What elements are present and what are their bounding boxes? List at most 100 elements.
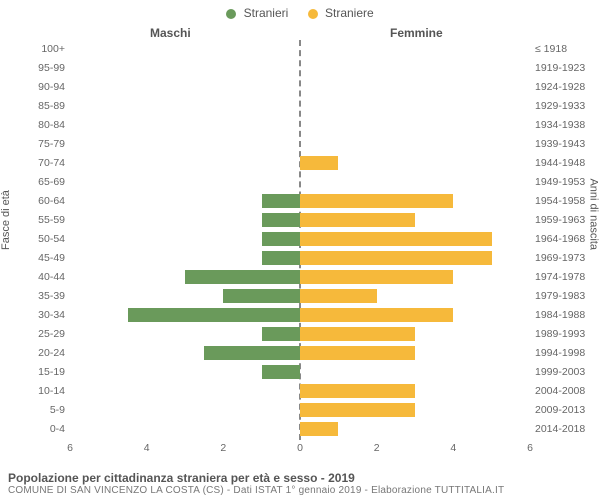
age-label: 40-44: [10, 271, 65, 283]
age-row: 65-691949-1953: [70, 173, 530, 192]
age-row: 85-891929-1933: [70, 97, 530, 116]
bar-male: [223, 289, 300, 303]
x-axis-tick: 0: [297, 440, 303, 454]
chart-footer: Popolazione per cittadinanza straniera p…: [8, 471, 592, 496]
bar-male: [262, 194, 300, 208]
age-row: 20-241994-1998: [70, 344, 530, 363]
birth-year-label: 1979-1983: [535, 290, 595, 302]
age-row: 15-191999-2003: [70, 363, 530, 382]
birth-year-label: ≤ 1918: [535, 43, 595, 55]
age-label: 80-84: [10, 119, 65, 131]
age-label: 90-94: [10, 81, 65, 93]
birth-year-label: 1959-1963: [535, 214, 595, 226]
legend-label-female: Straniere: [325, 6, 374, 20]
age-row: 90-941924-1928: [70, 78, 530, 97]
legend-item-female: Straniere: [308, 6, 374, 20]
bar-female: [300, 251, 492, 265]
bar-male: [262, 213, 300, 227]
birth-year-label: 1924-1928: [535, 81, 595, 93]
age-label: 0-4: [10, 423, 65, 435]
age-row: 80-841934-1938: [70, 116, 530, 135]
birth-year-label: 1939-1943: [535, 138, 595, 150]
population-pyramid-chart: Stranieri Straniere Maschi Femmine Fasce…: [0, 0, 600, 500]
age-label: 100+: [10, 43, 65, 55]
bar-female: [300, 384, 415, 398]
birth-year-label: 1994-1998: [535, 347, 595, 359]
age-label: 20-24: [10, 347, 65, 359]
plot-area: 100+≤ 191895-991919-192390-941924-192885…: [70, 40, 530, 440]
footer-title: Popolazione per cittadinanza straniera p…: [8, 471, 592, 485]
birth-year-label: 1919-1923: [535, 62, 595, 74]
birth-year-label: 1929-1933: [535, 100, 595, 112]
age-row: 100+≤ 1918: [70, 40, 530, 59]
age-row: 0-42014-2018: [70, 420, 530, 439]
age-row: 55-591959-1963: [70, 211, 530, 230]
bar-male: [185, 270, 300, 284]
x-axis-tick: 4: [450, 440, 456, 454]
footer-subtitle: COMUNE DI SAN VINCENZO LA COSTA (CS) - D…: [8, 485, 592, 496]
age-label: 70-74: [10, 157, 65, 169]
bar-female: [300, 213, 415, 227]
bar-female: [300, 194, 453, 208]
age-row: 75-791939-1943: [70, 135, 530, 154]
age-label: 95-99: [10, 62, 65, 74]
column-title-male: Maschi: [150, 26, 191, 40]
bar-female: [300, 327, 415, 341]
bar-female: [300, 270, 453, 284]
age-row: 45-491969-1973: [70, 249, 530, 268]
age-label: 35-39: [10, 290, 65, 302]
x-axis-tick: 6: [67, 440, 73, 454]
bar-male: [262, 327, 300, 341]
age-label: 75-79: [10, 138, 65, 150]
bar-male: [262, 251, 300, 265]
age-row: 70-741944-1948: [70, 154, 530, 173]
age-label: 30-34: [10, 309, 65, 321]
legend: Stranieri Straniere: [0, 6, 600, 20]
age-row: 60-641954-1958: [70, 192, 530, 211]
age-label: 25-29: [10, 328, 65, 340]
birth-year-label: 1954-1958: [535, 195, 595, 207]
bar-male: [128, 308, 301, 322]
age-row: 50-541964-1968: [70, 230, 530, 249]
age-row: 30-341984-1988: [70, 306, 530, 325]
bar-female: [300, 308, 453, 322]
birth-year-label: 1999-2003: [535, 366, 595, 378]
x-axis-tick: 2: [220, 440, 226, 454]
age-label: 5-9: [10, 404, 65, 416]
bar-female: [300, 403, 415, 417]
x-axis-tick: 2: [374, 440, 380, 454]
bar-male: [262, 232, 300, 246]
age-label: 60-64: [10, 195, 65, 207]
bar-female: [300, 289, 377, 303]
birth-year-label: 1934-1938: [535, 119, 595, 131]
bar-female: [300, 156, 338, 170]
x-axis-tick: 4: [144, 440, 150, 454]
birth-year-label: 1969-1973: [535, 252, 595, 264]
birth-year-label: 1974-1978: [535, 271, 595, 283]
legend-item-male: Stranieri: [226, 6, 288, 20]
bar-female: [300, 422, 338, 436]
birth-year-label: 1944-1948: [535, 157, 595, 169]
legend-swatch-male: [226, 9, 236, 19]
bar-male: [204, 346, 300, 360]
birth-year-label: 1964-1968: [535, 233, 595, 245]
age-row: 5-92009-2013: [70, 401, 530, 420]
age-label: 50-54: [10, 233, 65, 245]
age-label: 85-89: [10, 100, 65, 112]
birth-year-label: 1984-1988: [535, 309, 595, 321]
birth-year-label: 2004-2008: [535, 385, 595, 397]
x-axis-tick: 6: [527, 440, 533, 454]
age-row: 25-291989-1993: [70, 325, 530, 344]
bar-male: [262, 365, 300, 379]
age-label: 55-59: [10, 214, 65, 226]
birth-year-label: 2009-2013: [535, 404, 595, 416]
age-row: 10-142004-2008: [70, 382, 530, 401]
bar-female: [300, 232, 492, 246]
age-label: 10-14: [10, 385, 65, 397]
bar-female: [300, 346, 415, 360]
age-row: 35-391979-1983: [70, 287, 530, 306]
birth-year-label: 1989-1993: [535, 328, 595, 340]
birth-year-label: 1949-1953: [535, 176, 595, 188]
age-label: 65-69: [10, 176, 65, 188]
age-row: 40-441974-1978: [70, 268, 530, 287]
